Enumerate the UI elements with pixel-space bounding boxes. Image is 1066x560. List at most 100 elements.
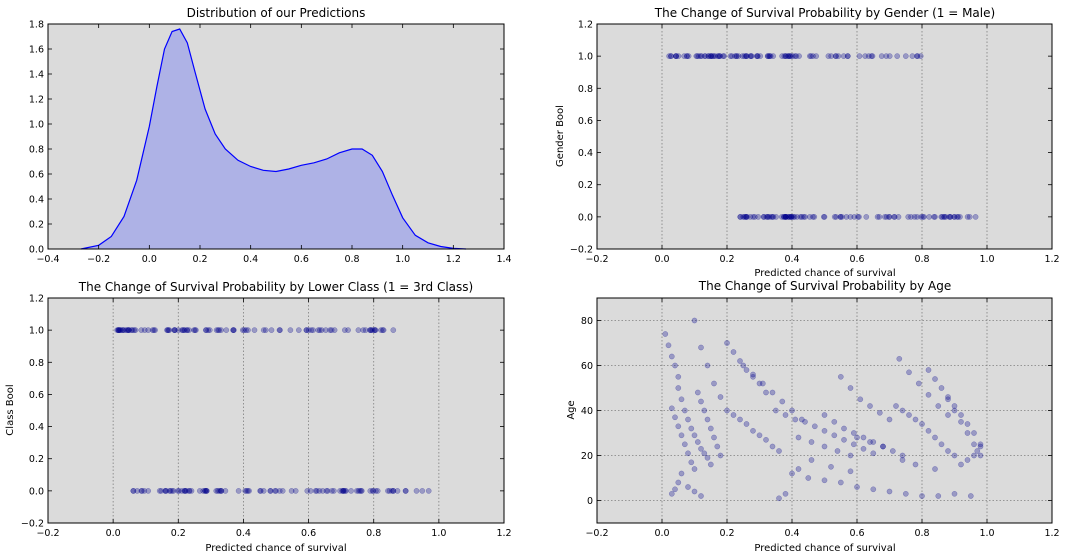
data-point — [188, 488, 195, 494]
x-tick-label: 0.0 — [654, 528, 669, 539]
data-point — [268, 327, 275, 333]
data-point — [379, 327, 386, 333]
data-point — [908, 214, 914, 220]
data-point — [710, 53, 717, 59]
data-point — [702, 53, 709, 59]
data-point — [741, 214, 748, 220]
data-point — [856, 214, 862, 220]
data-point — [709, 53, 716, 59]
data-point — [938, 214, 945, 220]
data-point — [200, 488, 207, 494]
data-point — [315, 327, 322, 333]
data-point — [743, 53, 749, 59]
data-point — [205, 327, 212, 333]
data-point — [945, 412, 951, 418]
age-scatter-chart: −0.2 0.0 0.2 0.4 0.6 0.8 1.0 1.2 0 20 40 60 80 The C… — [566, 279, 1060, 554]
y-tick-label: 1.0 — [29, 326, 44, 337]
x-tick-label: −0.2 — [87, 254, 110, 265]
data-point — [139, 488, 145, 494]
y-tick-label: 80 — [581, 316, 593, 327]
data-point — [880, 443, 886, 450]
data-point — [876, 409, 883, 416]
data-point — [184, 327, 191, 333]
data-point — [847, 385, 854, 391]
data-point — [931, 214, 937, 220]
data-point — [707, 53, 714, 59]
data-point — [832, 53, 839, 59]
data-point — [914, 53, 921, 59]
y-tick-label: −0.2 — [570, 245, 593, 256]
data-point — [678, 432, 685, 439]
data-point — [789, 53, 796, 59]
data-point — [769, 389, 776, 396]
data-point — [145, 488, 152, 494]
data-point — [304, 488, 311, 494]
data-point — [935, 493, 942, 499]
data-point — [843, 214, 850, 220]
data-point — [343, 488, 349, 494]
data-point — [708, 53, 714, 59]
data-point — [367, 488, 374, 494]
x-tick-label: 0.2 — [719, 528, 734, 539]
data-point — [339, 488, 345, 494]
data-point — [369, 327, 376, 333]
data-point — [697, 53, 704, 59]
data-point — [668, 53, 675, 59]
data-point — [707, 425, 714, 432]
data-point — [358, 488, 365, 494]
data-point — [222, 488, 229, 494]
x-tick-label: 0.0 — [106, 528, 121, 539]
y-tick-label: 1.0 — [578, 52, 593, 63]
x-tick-label: 0.4 — [784, 528, 799, 539]
data-point — [821, 427, 828, 434]
data-point — [308, 327, 315, 333]
data-point — [841, 436, 847, 443]
data-point — [340, 488, 347, 494]
data-point — [341, 327, 348, 333]
data-point — [764, 53, 771, 59]
data-point — [947, 214, 953, 220]
data-point — [126, 327, 132, 333]
data-point — [925, 391, 932, 398]
data-point — [305, 327, 312, 333]
data-point — [673, 53, 680, 59]
data-point — [130, 488, 137, 494]
data-point — [711, 434, 717, 441]
data-point — [964, 430, 971, 436]
data-point — [779, 398, 786, 405]
data-point — [821, 214, 828, 220]
kde-line — [80, 28, 467, 250]
data-point — [902, 490, 909, 497]
data-point — [176, 488, 182, 494]
x-tick-label: 0.4 — [236, 528, 251, 539]
data-point — [267, 488, 274, 494]
data-point — [776, 495, 782, 502]
data-point — [684, 53, 691, 59]
data-point — [685, 416, 691, 423]
plot-area — [48, 298, 504, 523]
data-point — [733, 53, 740, 59]
data-point — [899, 407, 906, 414]
data-point — [977, 441, 984, 448]
data-point — [287, 327, 294, 333]
data-point — [141, 488, 148, 494]
chart-title: The Change of Survival Probability by Ge… — [654, 6, 995, 20]
data-point — [141, 327, 148, 333]
data-point — [704, 362, 711, 369]
data-point — [839, 214, 845, 220]
data-point — [171, 327, 178, 333]
data-point — [932, 466, 938, 472]
data-point — [704, 416, 711, 423]
data-point — [788, 53, 794, 59]
data-point — [691, 466, 698, 472]
class-scatter-chart: −0.2 0.0 0.2 0.4 0.6 0.8 1.0 1.2 −0.2 0.0 0.2 0.4 0.… — [5, 280, 512, 554]
data-point — [413, 488, 420, 494]
data-point — [737, 416, 743, 423]
x-axis-label: Predicted chance of survival — [754, 268, 895, 279]
data-point — [740, 362, 747, 369]
x-tick-label: 0.4 — [784, 254, 799, 265]
data-point — [854, 484, 860, 490]
data-point — [245, 488, 251, 494]
data-point — [906, 369, 912, 376]
